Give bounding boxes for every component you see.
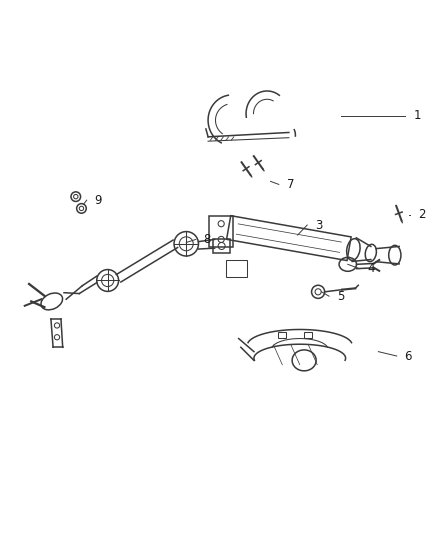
Text: 9: 9 [95,193,102,207]
Text: 7: 7 [287,178,294,191]
Text: 5: 5 [337,290,344,303]
Text: 8: 8 [204,233,211,246]
Text: 6: 6 [405,350,412,362]
Bar [278,333,286,338]
Bar [226,260,247,277]
Bar [304,333,312,338]
Bar [209,216,233,247]
Text: 2: 2 [418,208,425,222]
Bar [213,239,230,253]
Text: 3: 3 [315,219,322,231]
Text: 4: 4 [367,262,375,275]
Text: 1: 1 [413,109,421,123]
